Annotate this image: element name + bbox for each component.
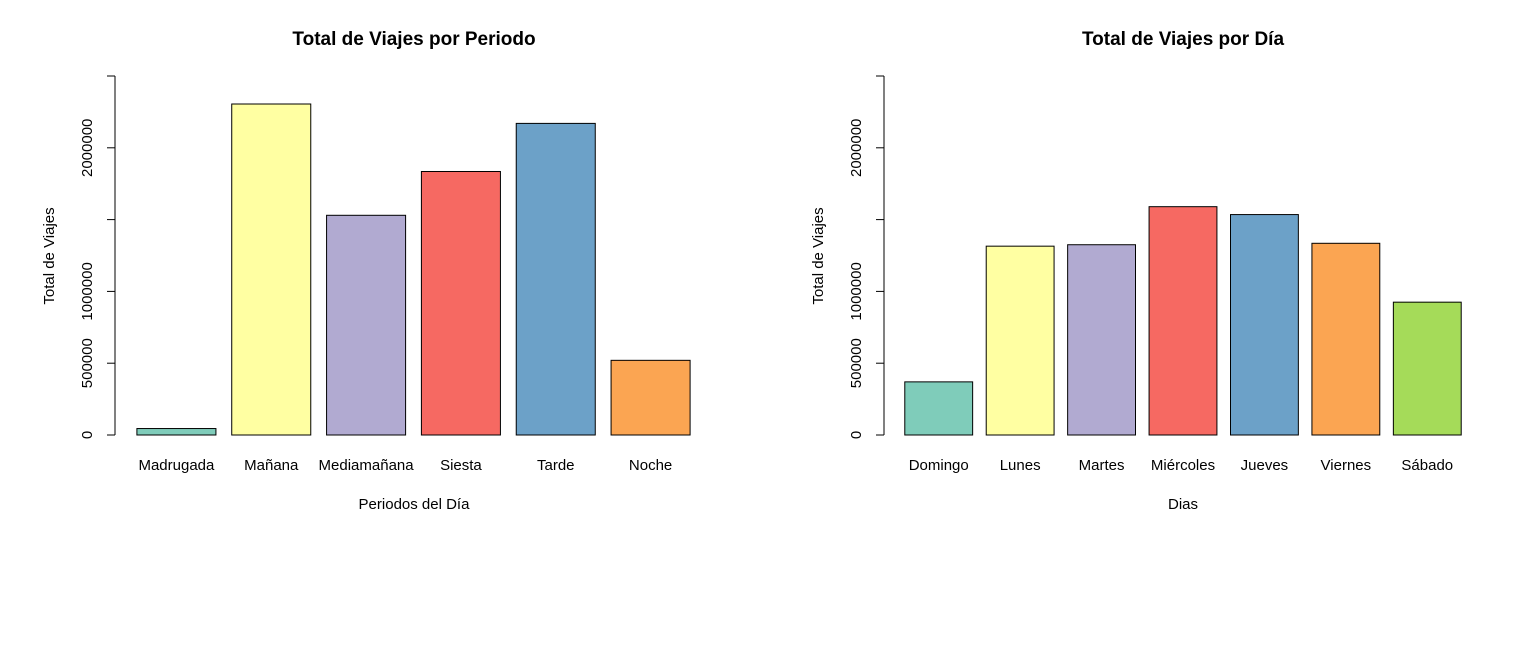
y-tick-label: 0 bbox=[79, 431, 96, 439]
y-axis-label: Total de Viajes bbox=[41, 207, 58, 304]
y-tick-label: 500000 bbox=[848, 338, 865, 388]
bar-madrugada bbox=[136, 428, 217, 436]
x-tick-label: Miércoles bbox=[1151, 457, 1215, 474]
x-axis-label: Dias bbox=[1168, 496, 1198, 513]
x-axis-label: Periodos del Día bbox=[359, 496, 471, 513]
x-tick-label: Jueves bbox=[1241, 457, 1289, 474]
x-tick-label: Martes bbox=[1079, 457, 1125, 474]
x-tick-label: Madrugada bbox=[138, 457, 215, 474]
x-tick-label: Lunes bbox=[1000, 457, 1041, 474]
bar-siesta bbox=[420, 170, 501, 436]
chart-periodo: Total de Viajes por Periodo Periodos del… bbox=[41, 29, 691, 513]
y-tick-label: 2000000 bbox=[848, 119, 865, 177]
bar-miércoles bbox=[1148, 206, 1218, 436]
y-tick-label: 2000000 bbox=[79, 119, 96, 177]
bar-lunes bbox=[985, 245, 1055, 436]
x-tick-label: Viernes bbox=[1321, 457, 1372, 474]
bar-viernes bbox=[1311, 242, 1381, 436]
x-tick-label: Mañana bbox=[244, 457, 299, 474]
bar-domingo bbox=[904, 381, 974, 436]
x-tick-label: Tarde bbox=[537, 457, 575, 474]
x-tick-label: Noche bbox=[629, 457, 672, 474]
x-tick-label: Siesta bbox=[440, 457, 482, 474]
x-tick-label: Sábado bbox=[1401, 457, 1453, 474]
y-tick-label: 1000000 bbox=[79, 262, 96, 320]
y-tick-label: 500000 bbox=[79, 338, 96, 388]
chart-title: Total de Viajes por Día bbox=[1082, 29, 1284, 50]
chart-title: Total de Viajes por Periodo bbox=[292, 29, 535, 50]
x-tick-label: Mediamañana bbox=[319, 457, 415, 474]
y-tick-label: 0 bbox=[848, 431, 865, 439]
bar-mediamañana bbox=[326, 214, 407, 436]
chart-dia: Total de Viajes por Día Dias Total de Vi… bbox=[810, 29, 1462, 513]
bar-noche bbox=[610, 359, 691, 436]
bar-jueves bbox=[1230, 214, 1299, 436]
bar-martes bbox=[1067, 244, 1136, 436]
y-tick-label: 1000000 bbox=[848, 262, 865, 320]
bar-tarde bbox=[515, 122, 596, 436]
bar-sábado bbox=[1392, 301, 1462, 436]
y-axis-label: Total de Viajes bbox=[810, 207, 827, 304]
bar-mañana bbox=[231, 103, 312, 436]
x-tick-label: Domingo bbox=[909, 457, 969, 474]
